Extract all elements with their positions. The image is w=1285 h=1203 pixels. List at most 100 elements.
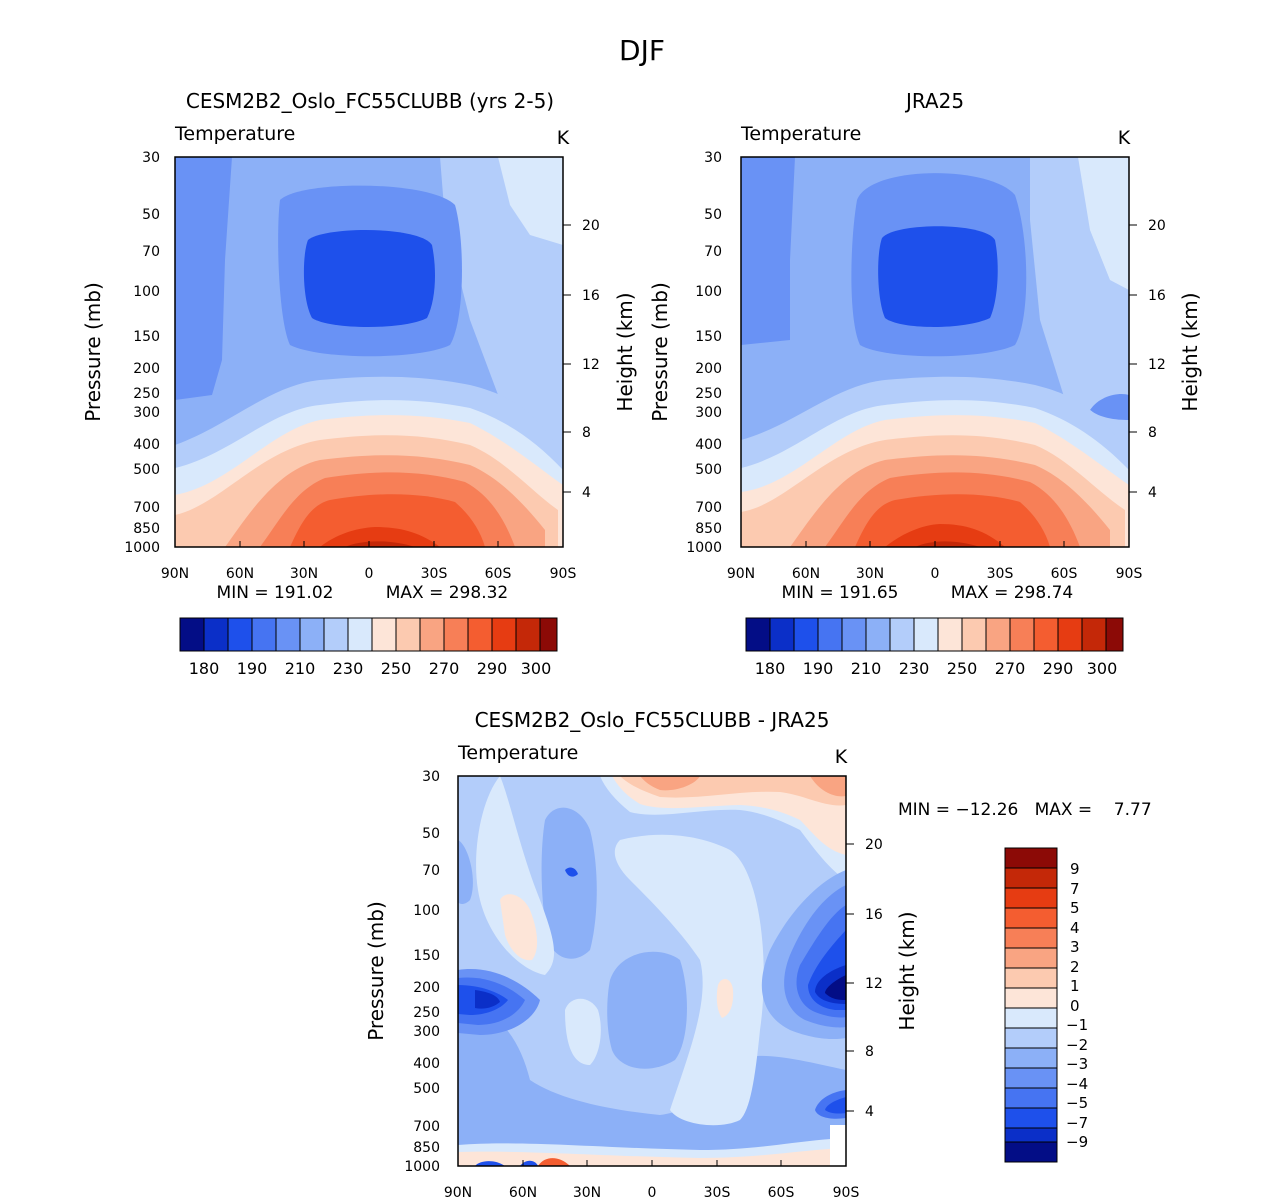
colorbar-label: 9 [1070,860,1080,878]
x-tick-label: 30S [704,1185,731,1201]
x-tick: 60S [768,1160,795,1201]
y-tick-label: 400 [133,437,160,453]
y-axis: 30 50 70 100 150 200 250 300 400 500 700… [81,150,160,556]
y-tick-label: 400 [413,1056,440,1072]
y-tick-label: 100 [695,284,722,300]
y-axis: 30 50 70 100 150 200 250 300 400 500 700… [364,769,440,1175]
colorbar-swatch [985,617,1011,652]
colorbar-label: 230 [899,659,930,678]
colorbar-label: 1 [1070,977,1080,995]
colorbar-swatch [539,617,558,652]
min-label: MIN = 191.65 [782,583,899,603]
contour-band [500,894,538,961]
right-tick-label: 4 [865,1104,874,1120]
y-tick-label: 200 [133,361,160,377]
x-tick-label: 60S [1051,566,1078,582]
colorbar-label: 190 [237,659,268,678]
contour-band [458,1000,846,1166]
x-axis: 90N 60N 30N 0 30S 60S 90S [161,541,577,582]
colorbar-swatch [1057,617,1083,652]
contour-band [878,226,998,327]
colorbar-label: −5 [1066,1094,1088,1112]
y-tick-label: 50 [704,207,722,223]
colorbar-swatch [793,617,819,652]
right-axis-label: Height (km) [613,292,637,411]
y-tick-label: 1000 [404,1159,440,1175]
right-tick-label: 12 [1148,357,1166,373]
x-tick-label: 30N [573,1185,601,1201]
right-tick-label: 8 [865,1044,874,1060]
right-tick-label: 16 [1148,288,1166,304]
colorbar-swatch [395,617,421,652]
x-tick-label: 90S [833,1185,860,1201]
x-tick-label: 30S [987,566,1014,582]
y-tick-label: 700 [133,500,160,516]
colorbar-swatch [347,617,373,652]
colorbar-swatch [323,617,349,652]
x-tick-label: 60S [768,1185,795,1201]
x-tick-label: 90S [550,566,577,582]
colorbar: 180 190 210 230 250 270 290 300 [745,617,1124,678]
contour-band [885,524,1005,547]
contour-band [565,867,578,877]
x-tick-label: 30N [290,566,318,582]
units-label: K [557,127,570,149]
y-tick-label: 50 [142,207,160,223]
right-tick-label: 12 [865,976,883,992]
contour-band [825,975,846,1000]
x-tick-label: 0 [648,1185,657,1201]
y-tick-label: 300 [695,405,722,421]
colorbar-swatch [817,617,843,652]
x-axis: 90N 60N 30N 0 30S 60S 90S [727,541,1142,582]
y-tick-label: 70 [422,863,440,879]
right-tick-label: 4 [1148,485,1157,501]
contour-band [520,1160,538,1166]
units-label: K [1118,127,1131,149]
colorbar-label: −3 [1066,1055,1088,1073]
y-tick-label: 400 [695,437,722,453]
y-tick-label: 50 [422,826,440,842]
max-label: MAX = 298.32 [386,583,508,603]
x-tick-label: 30N [856,566,884,582]
colorbar-swatch [913,617,939,652]
contour-band [716,978,734,1018]
colorbar-swatch [1004,1127,1058,1143]
colorbar-label: 290 [1043,659,1074,678]
x-tick: 60S [485,541,512,582]
x-tick-label: 60N [792,566,820,582]
y-tick-label: 70 [704,244,722,260]
contour-field [175,157,563,547]
colorbar-label: 230 [333,659,364,678]
y-tick-label: 850 [133,521,160,537]
colorbar-label: −9 [1066,1133,1088,1151]
contour-band [640,776,700,791]
x-tick: 30S [421,541,448,582]
y-tick-label: 250 [133,386,160,402]
y-tick-label: 100 [133,284,160,300]
contour-band [498,157,563,245]
colorbar-label: 2 [1070,958,1080,976]
right-tick-label: 8 [582,425,591,441]
contour-band [1090,393,1129,420]
y-tick-label: 150 [413,948,440,964]
colorbar-swatch [937,617,963,652]
colorbar-label: 4 [1070,919,1080,937]
contour-band [825,1097,846,1114]
contour-field [741,157,1129,547]
right-axis: 20 16 12 8 4 Height (km) [563,218,637,501]
variable-label: Temperature [740,123,861,145]
right-axis-label: Height (km) [895,911,919,1030]
contour-band [810,776,846,797]
contour-band [607,951,687,1069]
colorbar-label: −1 [1066,1016,1088,1034]
y-tick-label: 250 [413,1005,440,1021]
contour-band [175,157,232,400]
x-tick: 90N [444,1160,472,1201]
x-tick-label: 60S [485,566,512,582]
x-tick-label: 30S [421,566,448,582]
colorbar-swatch [1004,1087,1058,1109]
colorbar-swatch [1004,907,1058,929]
colorbar-label: 250 [947,659,978,678]
colorbar-swatch [1009,617,1035,652]
x-tick: 90S [550,541,577,582]
